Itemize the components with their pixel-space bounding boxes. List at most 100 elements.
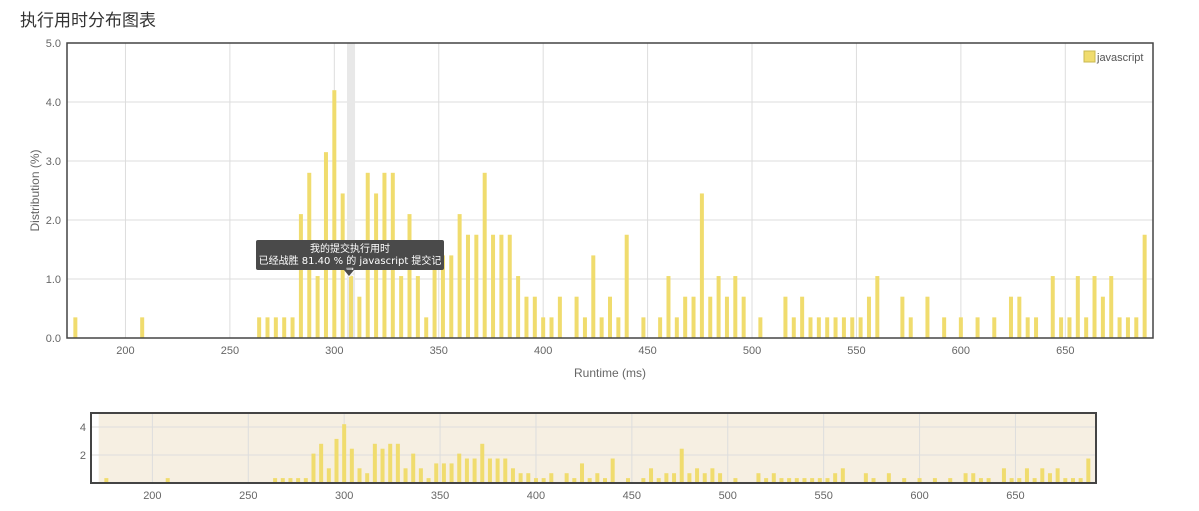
bar[interactable]	[574, 296, 579, 338]
bar[interactable]	[73, 317, 78, 338]
bar[interactable]	[516, 276, 521, 338]
bar[interactable]	[332, 90, 337, 338]
bar[interactable]	[1034, 317, 1039, 338]
bar[interactable]	[858, 317, 863, 338]
bar[interactable]	[440, 255, 445, 338]
overview-bar	[963, 473, 968, 483]
bar[interactable]	[791, 317, 796, 338]
bar[interactable]	[265, 317, 270, 338]
legend[interactable]: javascript	[1083, 50, 1143, 64]
bar[interactable]	[800, 296, 805, 338]
overview-range-selector[interactable]	[90, 412, 1097, 484]
bar[interactable]	[1017, 296, 1022, 338]
bar[interactable]	[140, 317, 145, 338]
bar[interactable]	[457, 214, 462, 338]
overview-bar	[503, 458, 508, 483]
bar[interactable]	[273, 317, 278, 338]
bar[interactable]	[298, 214, 303, 338]
bar[interactable]	[616, 317, 621, 338]
bar[interactable]	[641, 317, 646, 338]
bar[interactable]	[833, 317, 838, 338]
bar[interactable]	[708, 296, 713, 338]
overview-bar	[319, 443, 324, 483]
bar[interactable]	[1109, 276, 1114, 338]
bar[interactable]	[1100, 296, 1105, 338]
bar[interactable]	[474, 234, 479, 338]
bar[interactable]	[541, 317, 546, 338]
bar[interactable]	[1142, 234, 1147, 338]
bar[interactable]	[900, 296, 905, 338]
bar[interactable]	[942, 317, 947, 338]
bar[interactable]	[315, 276, 320, 338]
bar[interactable]	[958, 317, 963, 338]
bar[interactable]	[624, 234, 629, 338]
bar[interactable]	[591, 255, 596, 338]
overview-bar	[1040, 468, 1045, 483]
bar[interactable]	[1117, 317, 1122, 338]
bar[interactable]	[758, 317, 763, 338]
overview-bar	[533, 478, 538, 483]
bar[interactable]	[432, 255, 437, 338]
bar[interactable]	[608, 296, 612, 338]
bar[interactable]	[415, 276, 420, 338]
bar[interactable]	[1067, 317, 1072, 338]
bar[interactable]	[724, 296, 729, 338]
bar[interactable]	[816, 317, 821, 338]
bar[interactable]	[349, 276, 354, 338]
bar[interactable]	[666, 276, 671, 338]
bar[interactable]	[850, 317, 855, 338]
legend-swatch	[1083, 50, 1096, 63]
bar[interactable]	[1084, 317, 1089, 338]
bar[interactable]	[866, 296, 871, 338]
x-axis-title: Runtime (ms)	[574, 366, 646, 380]
bar[interactable]	[992, 317, 997, 338]
bar[interactable]	[399, 276, 404, 338]
bar[interactable]	[599, 317, 604, 338]
bar[interactable]	[1075, 276, 1080, 338]
bar[interactable]	[582, 317, 587, 338]
bar[interactable]	[908, 317, 913, 338]
bar[interactable]	[691, 296, 696, 338]
bar[interactable]	[482, 172, 487, 338]
bar[interactable]	[658, 317, 663, 338]
bar[interactable]	[549, 317, 554, 338]
bar[interactable]	[674, 317, 679, 338]
bar[interactable]	[357, 296, 362, 338]
bar[interactable]	[783, 296, 788, 338]
bar[interactable]	[257, 317, 262, 338]
overview-bar	[1055, 468, 1060, 483]
bar[interactable]	[699, 193, 704, 338]
bar[interactable]	[407, 214, 412, 338]
bar[interactable]	[557, 296, 562, 338]
bar[interactable]	[1008, 296, 1013, 338]
bar[interactable]	[1025, 317, 1030, 338]
bar[interactable]	[741, 296, 746, 338]
bar[interactable]	[925, 296, 930, 338]
y-tick-label: 0.0	[46, 333, 61, 345]
bar[interactable]	[491, 234, 496, 338]
bar[interactable]	[808, 317, 813, 338]
bar[interactable]	[716, 276, 721, 338]
bar[interactable]	[449, 255, 454, 338]
bar[interactable]	[1059, 317, 1064, 338]
bar[interactable]	[975, 317, 980, 338]
bar[interactable]	[825, 317, 830, 338]
bar[interactable]	[507, 234, 512, 338]
bar[interactable]	[683, 296, 688, 338]
bar[interactable]	[1092, 276, 1097, 338]
bar[interactable]	[733, 276, 738, 338]
overview-bar	[603, 478, 608, 483]
overview-bar	[672, 473, 677, 483]
bar[interactable]	[282, 317, 287, 338]
bar[interactable]	[532, 296, 537, 338]
bar[interactable]	[290, 317, 295, 338]
bar[interactable]	[1125, 317, 1130, 338]
bar[interactable]	[424, 317, 429, 338]
bar[interactable]	[875, 276, 880, 338]
bar[interactable]	[1134, 317, 1139, 338]
bar[interactable]	[465, 234, 470, 338]
bar[interactable]	[841, 317, 846, 338]
bar[interactable]	[1050, 276, 1055, 338]
bar[interactable]	[499, 234, 504, 338]
bar[interactable]	[524, 296, 529, 338]
